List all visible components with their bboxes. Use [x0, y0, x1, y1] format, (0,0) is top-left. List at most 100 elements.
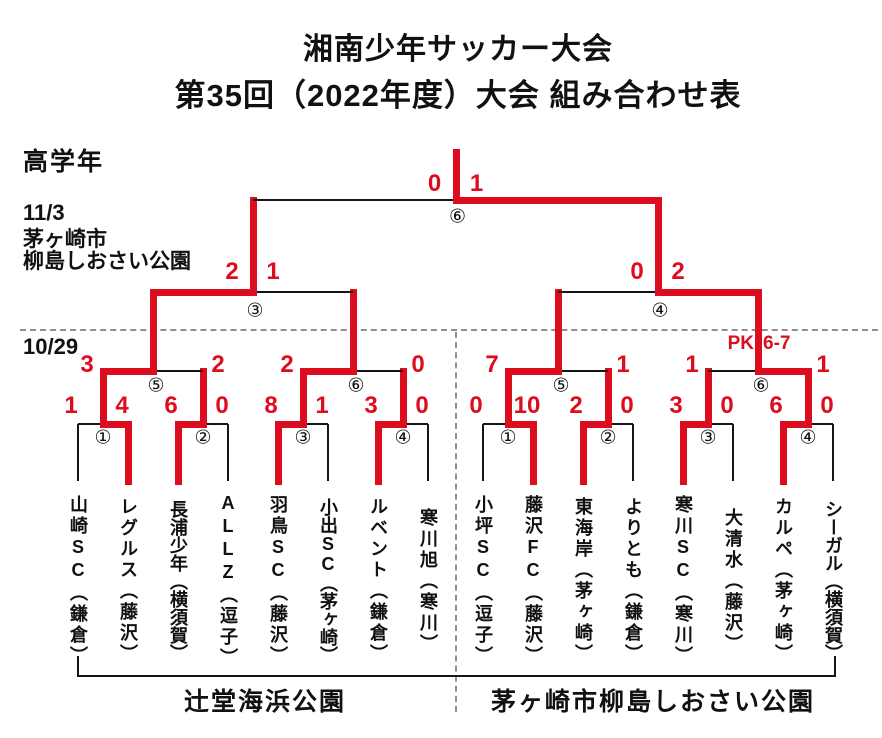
winner-path — [655, 289, 762, 296]
winner-path — [505, 368, 562, 375]
winner-path — [125, 421, 132, 485]
winner-path — [680, 421, 712, 428]
match-number: ⑥ — [347, 375, 365, 397]
venue-divider-dashed-line — [455, 332, 457, 712]
score-label: 0 — [411, 351, 425, 378]
team-name: レグルス︵藤沢︶ — [118, 497, 138, 665]
bracket-line — [227, 424, 229, 481]
winner-path — [452, 149, 460, 204]
winner-path — [100, 421, 132, 428]
match-number: ⑤ — [147, 375, 165, 397]
winner-path — [780, 421, 812, 428]
team-name: 寒川SC︵寒川︶ — [673, 495, 693, 667]
winner-path — [400, 368, 407, 428]
bracket-line — [77, 424, 79, 481]
match-number: ① — [499, 427, 517, 449]
team-name: ルベント︵鎌倉︶ — [368, 497, 388, 665]
match-number: ⑥ — [752, 375, 770, 397]
score-label: 2 — [671, 258, 685, 285]
team-name: 大清水︵藤沢︶ — [723, 507, 743, 655]
winner-path — [655, 197, 662, 296]
bracket-line — [327, 424, 329, 481]
match-number: ④ — [651, 300, 669, 322]
team-name: ALLZ︵逗子︶ — [218, 493, 238, 669]
score-label: 8 — [264, 392, 278, 419]
score-label: 0 — [620, 392, 634, 419]
winner-path — [375, 421, 382, 485]
match-number: ③ — [699, 427, 717, 449]
final-day-date-label: 11/3 — [23, 200, 65, 225]
match-number: ② — [194, 427, 212, 449]
match-number: ⑥ — [448, 206, 467, 228]
category-label: 高学年 — [23, 148, 105, 176]
match-number: ③ — [246, 300, 264, 322]
winner-path — [350, 289, 357, 375]
score-label: 1 — [616, 351, 630, 378]
team-name: よりとも︵鎌倉︶ — [623, 497, 643, 665]
venue-label-left: 辻堂海浜公園 — [183, 688, 347, 716]
match-number: ③ — [294, 427, 312, 449]
bracket-line — [427, 424, 429, 481]
match-number: ④ — [394, 427, 412, 449]
winner-path — [275, 421, 282, 485]
venue-bracket-line — [77, 656, 79, 677]
score-label: 1 — [816, 351, 830, 378]
match-number: ① — [94, 427, 112, 449]
winner-path — [150, 289, 257, 296]
venue-bracket-line — [834, 656, 836, 677]
score-label: 1 — [315, 392, 329, 419]
pk-note-right: 6-7 — [763, 333, 791, 354]
team-name: シーガル︵横須賀︶ — [823, 500, 843, 662]
bracket-line — [732, 424, 734, 481]
winner-path — [705, 368, 712, 428]
winner-path — [150, 289, 157, 375]
winner-path — [100, 368, 157, 375]
score-label: 10 — [513, 392, 541, 419]
winner-path — [755, 289, 762, 375]
winner-path — [755, 368, 812, 375]
match-number: ④ — [799, 427, 817, 449]
team-name: 山崎SC︵鎌倉︶ — [68, 495, 88, 667]
bracket-line — [832, 424, 834, 481]
score-label: 0 — [820, 392, 834, 419]
final-day-venue-line1: 茅ヶ崎市 — [23, 228, 107, 251]
winner-path — [250, 197, 257, 296]
score-label: 1 — [469, 170, 484, 197]
winner-path — [175, 421, 182, 485]
team-name: 藤沢FC︵藤沢︶ — [523, 495, 543, 667]
winner-path — [805, 368, 812, 428]
score-label: 2 — [569, 392, 583, 419]
score-label: 0 — [469, 392, 483, 419]
bracket-line — [482, 424, 484, 481]
winner-path — [505, 368, 512, 428]
winner-path — [505, 421, 537, 428]
score-label: 0 — [720, 392, 734, 419]
team-name: 小坪SC︵逗子︶ — [473, 495, 493, 667]
winner-path — [175, 421, 207, 428]
match-number: ② — [599, 427, 617, 449]
venue-label-right: 茅ヶ崎市柳島しおさい公園 — [490, 688, 816, 716]
venue-bracket-line — [78, 675, 835, 677]
team-name: 東海岸︵茅ヶ崎︶ — [573, 497, 593, 665]
match-number: ⑤ — [552, 375, 570, 397]
score-label: 2 — [225, 258, 239, 285]
score-label: 2 — [280, 351, 294, 378]
page-title-line2: 第35回（2022年度）大会 組み合わせ表 — [174, 78, 742, 113]
page-title-line1: 湘南少年サッカー大会 — [303, 33, 613, 66]
score-label: 3 — [669, 392, 683, 419]
score-label: 2 — [211, 351, 225, 378]
winner-path — [605, 368, 612, 428]
score-label: 1 — [64, 392, 78, 419]
final-day-venue-line2: 柳島しおさい公園 — [23, 250, 191, 273]
team-name: 小出SC︵茅ヶ崎︶ — [318, 498, 338, 664]
winner-path — [580, 421, 587, 485]
team-name: カルペ︵茅ヶ崎︶ — [773, 497, 793, 665]
score-label: 0 — [427, 170, 442, 197]
team-name: 寒川旭︵寒川︶ — [418, 507, 438, 655]
team-name: 長浦少年︵横須賀︶ — [168, 500, 188, 662]
winner-path — [580, 421, 612, 428]
first-round-date-label: 10/29 — [23, 334, 79, 359]
winner-path — [100, 368, 107, 428]
